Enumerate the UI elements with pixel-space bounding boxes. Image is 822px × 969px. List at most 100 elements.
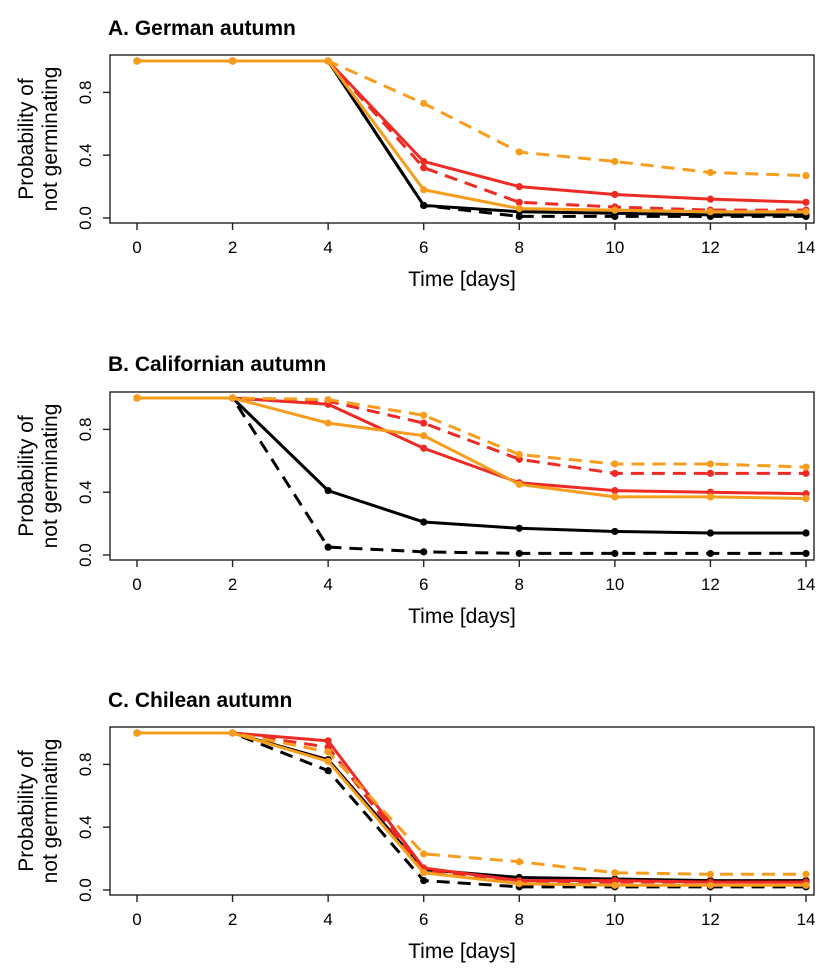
x-tick-label: 10 bbox=[605, 910, 624, 929]
data-point bbox=[324, 419, 332, 427]
x-tick-label: 0 bbox=[132, 575, 141, 594]
x-tick-label: 2 bbox=[228, 910, 237, 929]
data-point bbox=[420, 444, 428, 452]
series-line bbox=[137, 59, 806, 214]
y-axis-label: not germinating bbox=[39, 67, 62, 212]
y-axis-label: not germinating bbox=[39, 404, 62, 549]
panel-title: C. Chilean autumn bbox=[108, 689, 292, 712]
series-3 bbox=[133, 394, 810, 498]
data-point bbox=[324, 487, 332, 495]
data-point bbox=[706, 493, 715, 501]
data-point bbox=[515, 549, 523, 558]
series-2 bbox=[133, 729, 810, 891]
x-tick-label: 12 bbox=[701, 910, 720, 929]
data-point bbox=[515, 858, 523, 866]
data-point bbox=[802, 881, 810, 889]
data-point bbox=[324, 737, 332, 745]
series-line bbox=[137, 396, 806, 535]
data-point bbox=[324, 395, 332, 404]
data-point bbox=[420, 411, 428, 419]
series-line bbox=[137, 59, 806, 212]
x-tick-label: 8 bbox=[515, 910, 524, 929]
data-point bbox=[611, 527, 619, 536]
y-tick-label: 0.8 bbox=[76, 81, 95, 105]
data-point bbox=[515, 198, 523, 206]
data-point bbox=[420, 201, 428, 210]
data-point bbox=[420, 548, 428, 556]
data-point bbox=[611, 212, 619, 221]
panel-a: A. German autumn 0.0 0.4 0.8 0 2 4 6 8 10 12 14 Time… bbox=[15, 17, 815, 291]
x-tick-label: 10 bbox=[605, 575, 624, 594]
x-tick-label: 2 bbox=[228, 575, 237, 594]
data-point bbox=[802, 494, 810, 503]
data-point bbox=[515, 183, 523, 191]
data-point bbox=[228, 394, 237, 402]
data-point bbox=[706, 549, 715, 558]
data-point bbox=[706, 460, 715, 468]
data-point bbox=[611, 869, 619, 877]
series-1 bbox=[133, 729, 810, 885]
y-tick-label: 0.0 bbox=[76, 206, 95, 230]
data-point bbox=[611, 881, 619, 889]
data-point bbox=[515, 148, 523, 156]
y-tick-label: 0.0 bbox=[76, 878, 95, 902]
x-tick-label: 0 bbox=[132, 910, 141, 929]
y-axis-label: Probability of bbox=[15, 415, 38, 537]
data-point bbox=[802, 469, 810, 477]
y-tick-label: 0.8 bbox=[76, 753, 95, 777]
x-axis-label: Time [days] bbox=[408, 268, 516, 291]
series-line bbox=[137, 731, 806, 884]
series-line bbox=[137, 59, 806, 217]
x-axis-label: Time [days] bbox=[408, 605, 516, 628]
y-axis-label: Probability of bbox=[15, 750, 38, 872]
y-tick-label: 0.8 bbox=[76, 418, 95, 442]
series-5 bbox=[133, 729, 810, 889]
x-tick-label: 4 bbox=[323, 910, 332, 929]
series-line bbox=[137, 59, 807, 204]
data-point bbox=[420, 419, 428, 427]
data-point bbox=[706, 195, 715, 203]
data-point bbox=[420, 869, 428, 877]
data-point bbox=[611, 460, 619, 468]
data-point bbox=[420, 164, 428, 172]
data-point bbox=[133, 57, 141, 65]
panel-title: A. German autumn bbox=[108, 17, 296, 40]
data-point bbox=[802, 549, 810, 558]
series-5 bbox=[133, 394, 810, 503]
x-tick-label: 4 bbox=[323, 238, 332, 257]
x-tick-label: 8 bbox=[515, 575, 524, 594]
data-point bbox=[420, 876, 428, 885]
series-line bbox=[137, 59, 806, 218]
data-point bbox=[228, 729, 237, 737]
data-point bbox=[515, 450, 523, 459]
x-tick-label: 14 bbox=[797, 910, 816, 929]
plot-frame bbox=[109, 54, 815, 224]
data-point bbox=[611, 190, 619, 199]
x-tick-label: 6 bbox=[419, 238, 428, 257]
data-point bbox=[802, 198, 810, 206]
series-line bbox=[137, 396, 807, 469]
x-tick-label: 4 bbox=[323, 575, 332, 594]
data-point bbox=[420, 432, 428, 440]
data-point bbox=[420, 157, 428, 166]
data-point bbox=[515, 204, 523, 213]
x-tick-label: 6 bbox=[419, 575, 428, 594]
panel-title: B. Californian autumn bbox=[108, 353, 326, 376]
data-point bbox=[706, 881, 715, 889]
data-point bbox=[324, 767, 332, 775]
series-5 bbox=[133, 57, 810, 216]
data-point bbox=[611, 157, 619, 166]
series-6 bbox=[133, 729, 810, 878]
data-point bbox=[706, 529, 715, 537]
panel-b: B. Californian autumn 0.0 0.4 0.8 0 2 4 6 8 10 12 1… bbox=[15, 353, 815, 628]
series-1 bbox=[133, 57, 810, 219]
plot-frame bbox=[109, 726, 815, 896]
data-point bbox=[611, 469, 619, 477]
y-tick-label: 0.4 bbox=[76, 815, 95, 839]
y-tick-label: 0.4 bbox=[76, 143, 95, 167]
data-point bbox=[515, 524, 523, 532]
series-3 bbox=[133, 729, 810, 886]
y-tick-label: 0.4 bbox=[76, 480, 95, 504]
data-point bbox=[802, 172, 810, 180]
data-point bbox=[611, 487, 619, 495]
